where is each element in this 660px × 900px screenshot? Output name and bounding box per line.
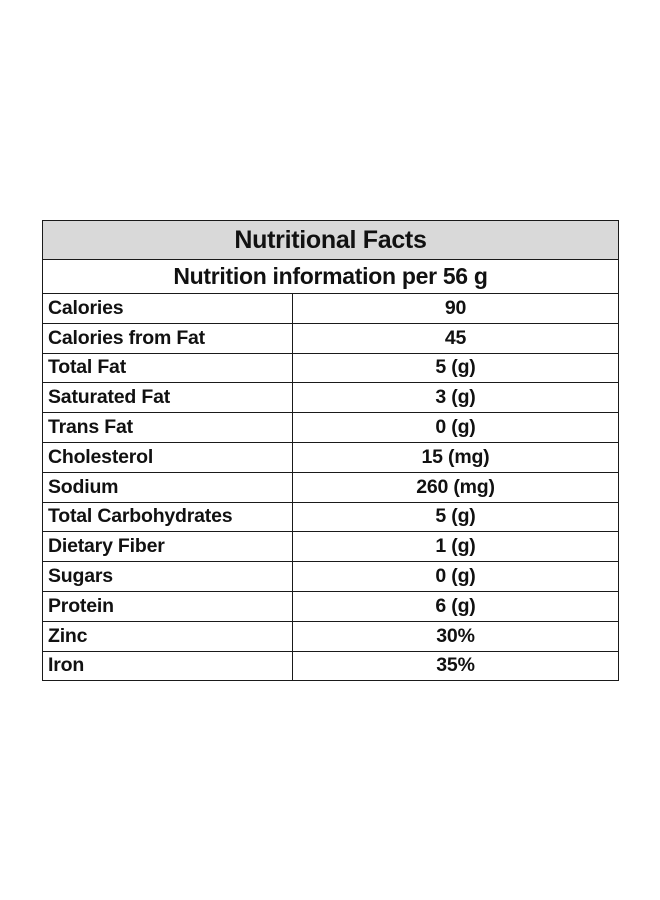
table-row: Cholesterol 15 (mg) [42, 441, 619, 473]
nutrient-name: Trans Fat [42, 412, 293, 443]
nutrient-name: Calories from Fat [42, 322, 293, 354]
nutrient-name: Saturated Fat [42, 382, 293, 414]
nutrient-value: 5 (g) [292, 352, 619, 384]
nutrient-value: 45 [292, 322, 619, 354]
table-row: Sodium 260 (mg) [42, 471, 619, 503]
table-subtitle: Nutrition information per 56 g [42, 259, 619, 294]
nutrient-value: 6 (g) [292, 590, 619, 622]
nutrition-facts-table: Nutritional Facts Nutrition information … [42, 220, 619, 682]
nutrient-value: 35% [292, 650, 619, 682]
table-row: Dietary Fiber 1 (g) [42, 531, 619, 563]
nutrient-name: Sodium [42, 471, 293, 503]
nutrient-name: Sugars [42, 561, 293, 592]
nutrient-name: Calories [42, 293, 293, 324]
nutrient-name: Iron [42, 650, 293, 682]
nutrient-name: Total Carbohydrates [42, 501, 293, 533]
table-title: Nutritional Facts [42, 220, 619, 260]
nutrient-value: 3 (g) [292, 382, 619, 414]
table-row: Total Carbohydrates 5 (g) [42, 501, 619, 533]
table-row: Calories 90 [42, 293, 619, 324]
nutrient-name: Zinc [42, 620, 293, 652]
nutrient-value: 5 (g) [292, 501, 619, 533]
table-row: Saturated Fat 3 (g) [42, 382, 619, 414]
nutrient-name: Total Fat [42, 352, 293, 384]
nutrient-value: 15 (mg) [292, 441, 619, 473]
table-row: Total Fat 5 (g) [42, 352, 619, 384]
table-row: Trans Fat 0 (g) [42, 412, 619, 443]
table-row: Iron 35% [42, 650, 619, 682]
table-row: Calories from Fat 45 [42, 322, 619, 354]
table-row: Protein 6 (g) [42, 590, 619, 622]
nutrient-value: 0 (g) [292, 561, 619, 592]
nutrient-name: Protein [42, 590, 293, 622]
nutrient-name: Cholesterol [42, 441, 293, 473]
table-subtitle-row: Nutrition information per 56 g [42, 259, 619, 294]
nutrient-value: 260 (mg) [292, 471, 619, 503]
nutrient-value: 0 (g) [292, 412, 619, 443]
table-title-row: Nutritional Facts [42, 220, 619, 260]
table-row: Zinc 30% [42, 620, 619, 652]
nutrient-value: 1 (g) [292, 531, 619, 563]
nutrient-name: Dietary Fiber [42, 531, 293, 563]
table-row: Sugars 0 (g) [42, 561, 619, 592]
nutrient-value: 90 [292, 293, 619, 324]
nutrient-value: 30% [292, 620, 619, 652]
